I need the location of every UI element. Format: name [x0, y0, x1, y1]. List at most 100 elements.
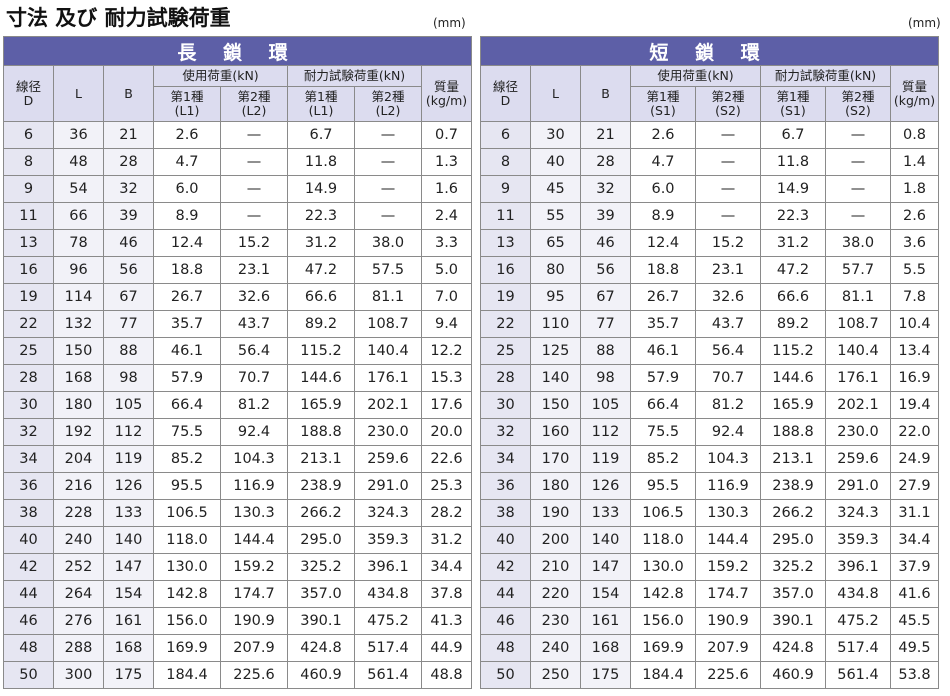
cell-breadth: 154	[580, 580, 631, 608]
cell-weight: 1.4	[890, 148, 939, 176]
cell-diameter: 22	[3, 310, 54, 338]
cell-working-class2: 144.4	[695, 526, 761, 554]
table-row: 8 48 28 4.7—11.8—1.3	[3, 148, 472, 176]
cell-working-class2: 15.2	[220, 229, 288, 257]
cell-weight: 1.8	[890, 175, 939, 203]
cell-proof-class1: 460.9	[287, 661, 355, 689]
table-row: 8 40 28 4.7—11.8—1.4	[480, 148, 939, 176]
cell-breadth: 77	[103, 310, 154, 338]
cell-weight: 20.0	[421, 418, 472, 446]
header-class1-working: 第1種 (L1)	[153, 86, 221, 122]
cell-diameter: 28	[480, 364, 531, 392]
cell-proof-class1: 89.2	[287, 310, 355, 338]
cell-working-class1: 184.4	[630, 661, 696, 689]
cell-diameter: 9	[3, 175, 54, 203]
cell-weight: 19.4	[890, 391, 939, 419]
cell-diameter: 11	[480, 202, 531, 230]
cell-proof-class2: 57.5	[354, 256, 422, 284]
cell-working-class2: 207.9	[695, 634, 761, 662]
table-row: 46 276 161 156.0 190.9 390.1 475.2 41.3	[3, 607, 472, 635]
cell-proof-class2: 259.6	[354, 445, 422, 473]
table-row: 42 252 147 130.0 159.2 325.2 396.1 34.4	[3, 553, 472, 581]
cell-proof-class2: —	[354, 202, 422, 230]
cell-working-class2: —	[220, 202, 288, 230]
cell-length: 78	[53, 229, 104, 257]
cell-diameter: 46	[3, 607, 54, 635]
cell-proof-class2: 108.7	[825, 310, 891, 338]
cell-proof-class1: 165.9	[760, 391, 826, 419]
cell-weight: 25.3	[421, 472, 472, 500]
header-weight: 質量 (kg/m)	[421, 65, 472, 122]
cell-proof-class2: 324.3	[825, 499, 891, 527]
table-row: 48 240 168 169.9 207.9 424.8 517.4 49.5	[480, 634, 939, 662]
cell-proof-class1: 22.3	[760, 202, 826, 230]
table-row: 36 216 126 95.5 116.9 238.9 291.0 25.3	[3, 472, 472, 500]
cell-working-class1: 85.2	[153, 445, 221, 473]
cell-working-class1: 35.7	[153, 310, 221, 338]
header-weight: 質量 (kg/m)	[890, 65, 939, 122]
cell-proof-class2: 176.1	[354, 364, 422, 392]
cell-breadth: 133	[103, 499, 154, 527]
table-row: 13 78 46 12.4 15.2 31.2 38.0 3.3	[3, 229, 472, 257]
cell-working-class1: 6.0	[630, 175, 696, 203]
table-row: 11 55 39 8.9—22.3—2.6	[480, 202, 939, 230]
cell-length: 54	[53, 175, 104, 203]
cell-proof-class2: 81.1	[825, 283, 891, 311]
cell-diameter: 11	[3, 202, 54, 230]
cell-diameter: 42	[3, 553, 54, 581]
cell-length: 180	[530, 472, 581, 500]
cell-weight: 34.4	[421, 553, 472, 581]
cell-diameter: 50	[3, 661, 54, 689]
cell-length: 110	[530, 310, 581, 338]
cell-working-class1: 130.0	[153, 553, 221, 581]
cell-working-class1: 12.4	[153, 229, 221, 257]
cell-breadth: 28	[103, 148, 154, 176]
cell-weight: 16.9	[890, 364, 939, 392]
cell-working-class2: —	[220, 175, 288, 203]
cell-working-class2: 159.2	[220, 553, 288, 581]
cell-working-class2: 130.3	[220, 499, 288, 527]
table-row: 11 66 39 8.9—22.3—2.4	[3, 202, 472, 230]
cell-breadth: 112	[103, 418, 154, 446]
cell-working-class1: 169.9	[630, 634, 696, 662]
cell-proof-class2: 324.3	[354, 499, 422, 527]
cell-proof-class2: 475.2	[825, 607, 891, 635]
cell-diameter: 34	[3, 445, 54, 473]
cell-working-class1: 95.5	[630, 472, 696, 500]
table-row: 16 96 56 18.8 23.1 47.2 57.5 5.0	[3, 256, 472, 284]
cell-working-class1: 142.8	[630, 580, 696, 608]
cell-diameter: 42	[480, 553, 531, 581]
cell-weight: 28.2	[421, 499, 472, 527]
cell-proof-class2: 561.4	[825, 661, 891, 689]
cell-proof-class1: 47.2	[287, 256, 355, 284]
cell-working-class1: 2.6	[630, 121, 696, 149]
cell-working-class2: 32.6	[220, 283, 288, 311]
cell-working-class2: 43.7	[695, 310, 761, 338]
cell-working-class2: 70.7	[220, 364, 288, 392]
cell-proof-class2: 140.4	[354, 337, 422, 365]
cell-length: 276	[53, 607, 104, 635]
cell-weight: 53.8	[890, 661, 939, 689]
table-row: 44 264 154 142.8 174.7 357.0 434.8 37.8	[3, 580, 472, 608]
cell-proof-class1: 357.0	[760, 580, 826, 608]
table-row: 40 200 140 118.0 144.4 295.0 359.3 34.4	[480, 526, 939, 554]
cell-proof-class1: 14.9	[287, 175, 355, 203]
table-row: 34 204 119 85.2 104.3 213.1 259.6 22.6	[3, 445, 472, 473]
cell-working-class2: 56.4	[695, 337, 761, 365]
cell-length: 210	[530, 553, 581, 581]
cell-diameter: 13	[3, 229, 54, 257]
header-diameter: 線径 D	[480, 65, 531, 122]
cell-proof-class1: 295.0	[287, 526, 355, 554]
cell-diameter: 46	[480, 607, 531, 635]
cell-diameter: 6	[3, 121, 54, 149]
cell-diameter: 30	[3, 391, 54, 419]
cell-diameter: 50	[480, 661, 531, 689]
header-class2-working: 第2種 (S2)	[695, 86, 761, 122]
unit-label-long: (mm)	[433, 16, 466, 30]
cell-breadth: 175	[580, 661, 631, 689]
cell-length: 200	[530, 526, 581, 554]
cell-weight: 12.2	[421, 337, 472, 365]
cell-working-class2: 207.9	[220, 634, 288, 662]
cell-proof-class2: 291.0	[354, 472, 422, 500]
cell-diameter: 32	[480, 418, 531, 446]
